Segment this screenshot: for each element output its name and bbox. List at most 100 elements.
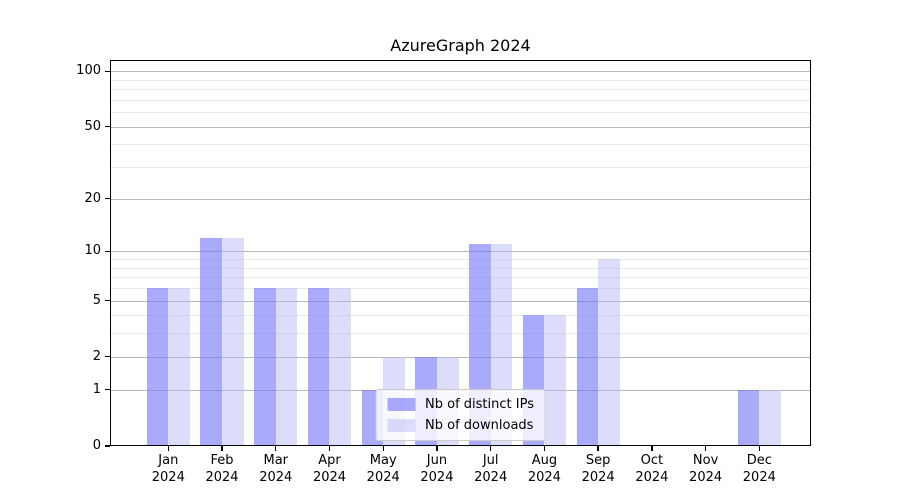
y-tick-label: 100: [76, 63, 101, 79]
x-tick-line: Jun: [426, 453, 448, 468]
gridline-major: [110, 251, 811, 253]
y-tick-mark: [105, 198, 110, 200]
gridline-major: [110, 126, 811, 128]
bar: [544, 315, 566, 446]
x-tick-line: Apr: [318, 453, 341, 468]
gridline-minor: [110, 315, 811, 317]
gridline-minor: [110, 144, 811, 146]
x-tick-mark: [758, 446, 761, 451]
y-tick-label: 1: [92, 381, 101, 397]
x-tick-mark: [651, 446, 653, 451]
bar: [168, 288, 190, 446]
x-tick-line: Sep: [585, 453, 611, 468]
x-tick-line: May: [369, 453, 397, 468]
gridline-minor: [110, 112, 811, 114]
x-tick-label: Aug 2024: [514, 452, 574, 486]
x-tick-label: Oct 2024: [622, 452, 682, 486]
gridline-major: [110, 198, 811, 200]
gridline-minor: [110, 89, 811, 91]
x-tick-label: Jun 2024: [407, 452, 467, 486]
gridline-minor: [110, 287, 811, 289]
chart-title: AzureGraph 2024: [390, 36, 531, 55]
legend-item: Nb of downloads: [387, 418, 534, 433]
x-tick-mark: [489, 446, 492, 451]
bar: [329, 288, 352, 446]
x-tick-label: Jan 2024: [138, 452, 198, 486]
x-tick-line: 2024: [742, 470, 776, 485]
legend-label: Nb of downloads: [425, 418, 534, 433]
y-tick-mark: [105, 389, 110, 391]
y-tick-label: 50: [84, 118, 101, 134]
y-tick-mark: [105, 70, 110, 72]
y-tick-mark: [105, 445, 110, 447]
x-tick-mark: [436, 446, 438, 451]
x-tick-label: Nov 2024: [676, 452, 736, 486]
x-tick-line: Jul: [482, 453, 499, 468]
gridline-major: [110, 71, 811, 73]
bar: [254, 288, 276, 446]
y-tick-mark: [105, 356, 110, 358]
x-tick-line: 2024: [366, 470, 400, 485]
bar: [737, 389, 760, 446]
x-tick-label: Mar 2024: [246, 452, 306, 486]
x-tick-line: Nov: [692, 453, 719, 468]
x-tick-mark: [167, 446, 169, 451]
x-tick-line: 2024: [151, 470, 185, 485]
bar: [222, 237, 244, 446]
bar: [576, 288, 599, 446]
plot-area: Nb of distinct IPs Nb of downloads: [110, 60, 811, 446]
x-tick-mark: [328, 446, 331, 451]
y-tick-label: 5: [92, 292, 101, 308]
x-tick-line: 2024: [420, 470, 454, 485]
legend-item: Nb of distinct IPs: [387, 397, 534, 412]
gridline-minor: [110, 267, 811, 269]
x-tick-mark: [382, 446, 384, 451]
gridline-minor: [110, 277, 811, 279]
gridline-minor: [110, 99, 811, 101]
x-tick-line: 2024: [527, 470, 561, 485]
bar: [759, 389, 781, 446]
gridline-major: [110, 356, 811, 358]
x-tick-line: 2024: [205, 470, 239, 485]
gridline-minor: [110, 333, 811, 335]
gridline-major: [110, 300, 811, 302]
legend-label: Nb of distinct IPs: [425, 397, 534, 412]
y-tick-mark: [105, 250, 110, 252]
gridline-minor: [110, 167, 811, 169]
x-tick-line: 2024: [581, 470, 615, 485]
x-tick-label: May 2024: [353, 452, 413, 486]
y-tick-label: 2: [92, 348, 101, 364]
x-tick-mark: [221, 446, 223, 451]
x-tick-line: 2024: [474, 470, 508, 485]
x-tick-label: Apr 2024: [299, 452, 359, 486]
bar: [275, 288, 298, 446]
x-tick-line: 2024: [259, 470, 293, 485]
x-tick-mark: [275, 446, 277, 451]
bar: [307, 288, 330, 446]
x-tick-line: 2024: [312, 470, 347, 485]
x-tick-label: Feb 2024: [192, 452, 252, 486]
x-tick-label: Dec 2024: [729, 452, 789, 486]
y-tick-label: 20: [84, 190, 101, 206]
x-tick-line: Jan: [158, 453, 179, 468]
bar: [200, 237, 223, 446]
x-tick-label: Sep 2024: [568, 452, 628, 486]
legend: Nb of distinct IPs Nb of downloads: [375, 389, 546, 441]
x-tick-line: Oct: [640, 453, 664, 468]
x-tick-line: Feb: [210, 453, 234, 468]
legend-swatch: [387, 419, 416, 432]
y-tick-label: 10: [84, 243, 101, 259]
x-tick-line: Aug: [531, 453, 558, 468]
x-tick-mark: [543, 446, 546, 451]
x-tick-mark: [597, 446, 599, 451]
x-tick-line: 2024: [689, 470, 723, 485]
x-tick-label: Jul 2024: [461, 452, 521, 486]
y-tick-mark: [105, 299, 110, 302]
x-tick-line: 2024: [635, 470, 669, 485]
y-tick-mark: [105, 126, 110, 128]
bar: [598, 259, 620, 446]
bar: [146, 288, 169, 446]
y-tick-label: 0: [92, 438, 101, 453]
legend-swatch: [387, 398, 416, 411]
